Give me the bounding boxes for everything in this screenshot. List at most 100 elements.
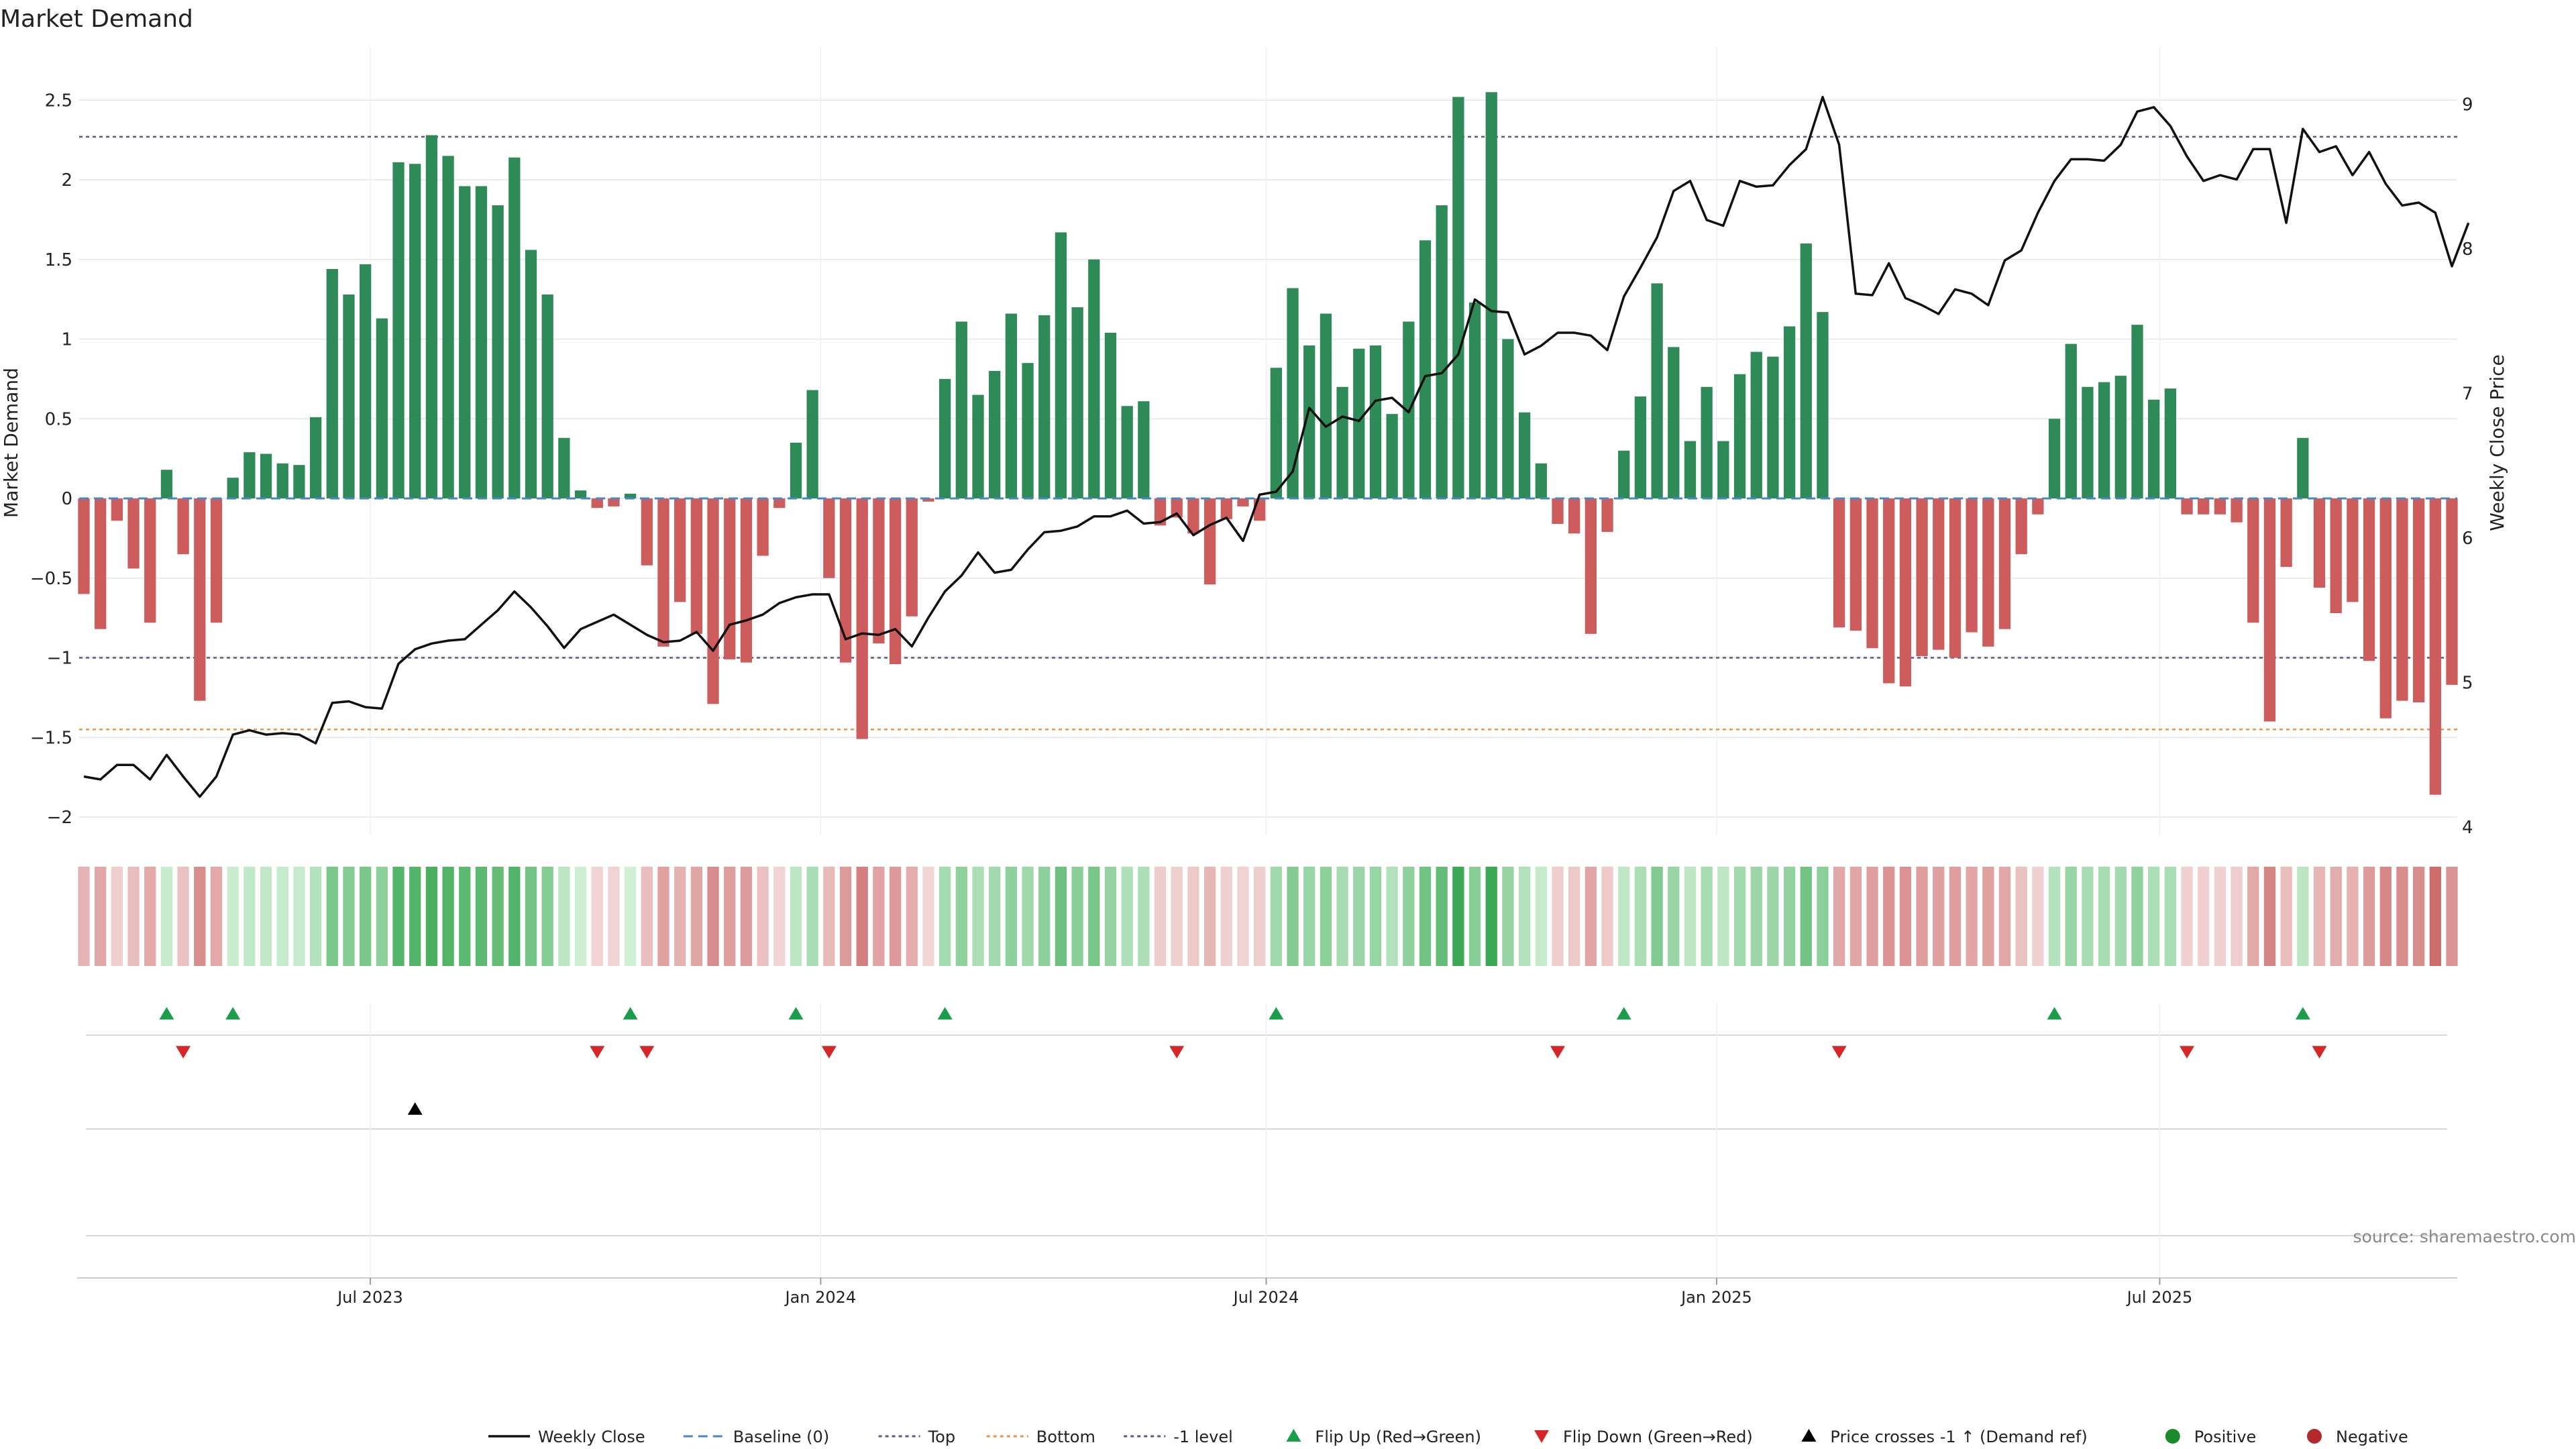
heat-cell (111, 867, 123, 966)
demand-bar (2297, 437, 2309, 498)
demand-bar (177, 498, 189, 555)
heat-cell (1618, 867, 1630, 966)
demand-bar (740, 498, 753, 663)
heat-cell (873, 867, 885, 966)
demand-bar (127, 498, 140, 569)
demand-bar (724, 498, 736, 659)
source-label: source: sharemaestro.com (2353, 1227, 2576, 1246)
x-tick-label: Jan 2025 (1680, 1288, 1752, 1307)
heat-cell (922, 867, 934, 966)
demand-bar (1585, 498, 1597, 634)
flip-down-marker (1831, 1046, 1847, 1059)
heat-cell (78, 867, 90, 966)
chart-title: Market Demand (0, 5, 193, 33)
demand-bar (1601, 498, 1613, 532)
heat-cell (1369, 867, 1382, 966)
demand-bar (1668, 347, 1680, 498)
heat-cell (1552, 867, 1564, 966)
legend-dot-swatch (2165, 1429, 2180, 1444)
heat-cell (1833, 867, 1845, 966)
heat-cell (276, 867, 288, 966)
heat-cell (1386, 867, 1398, 966)
flip-down-marker (590, 1046, 605, 1059)
demand-bar (309, 417, 322, 498)
heat-cell (1883, 867, 1895, 966)
demand-bar (2412, 498, 2425, 702)
demand-bar (1452, 97, 1464, 498)
heat-cell (1998, 867, 2011, 966)
demand-bars (78, 92, 2458, 795)
heat-cell (2114, 867, 2127, 966)
demand-bar (1849, 498, 1862, 631)
demand-bar (773, 498, 786, 508)
heat-cell (1419, 867, 1432, 966)
heat-cell (1800, 867, 1812, 966)
demand-bar (955, 321, 967, 498)
flip-up-marker (623, 1007, 638, 1020)
flip-up-marker (1616, 1007, 1631, 1020)
demand-bar (326, 269, 338, 498)
demand-bar (856, 498, 868, 739)
demand-bar (2148, 399, 2160, 498)
demand-bar (1634, 396, 1647, 498)
demand-bar (608, 498, 620, 506)
demand-bar (1270, 368, 1282, 498)
heat-cell (293, 867, 305, 966)
heat-cell (2297, 867, 2309, 966)
demand-bar (2048, 419, 2061, 498)
demand-bar (641, 498, 653, 566)
heat-cell (326, 867, 338, 966)
left-axis-ticks: −2 −1.5 −1 −0.5 0 0.5 1 1.5 2 2.5 (30, 91, 72, 828)
heat-cell (591, 867, 603, 966)
heat-cell (773, 867, 786, 966)
demand-bar (442, 156, 454, 498)
heat-cell (1485, 867, 1497, 966)
demand-bar (1055, 232, 1067, 498)
demand-bar (2131, 325, 2143, 498)
legend-label: Flip Up (Red→Green) (1315, 1428, 1481, 1446)
legend-dot-swatch (2307, 1429, 2322, 1444)
heat-cell (1568, 867, 1580, 966)
demand-bar (1618, 450, 1630, 498)
heat-cell (95, 867, 107, 966)
heat-cell (1220, 867, 1232, 966)
heat-cell (2396, 867, 2408, 966)
legend-label: Bottom (1036, 1428, 1095, 1446)
demand-bar (1088, 259, 1100, 498)
heat-cell (1287, 867, 1299, 966)
demand-bar (293, 465, 305, 498)
heat-cell (1668, 867, 1680, 966)
demand-bar (160, 470, 173, 498)
demand-bar (525, 250, 537, 498)
heat-cell (889, 867, 902, 966)
demand-bar (1833, 498, 1845, 628)
demand-bar (2032, 498, 2044, 515)
demand-bar (2446, 498, 2458, 685)
heat-cell (260, 867, 272, 966)
demand-bar (360, 264, 372, 498)
demand-bar (376, 318, 388, 498)
demand-bar (111, 498, 123, 521)
legend-label: Weekly Close (538, 1428, 645, 1446)
demand-bar (1121, 406, 1133, 498)
demand-bar (1966, 498, 1978, 633)
flip-up-marker (159, 1007, 174, 1020)
legend-item-negative: Negative (2307, 1428, 2408, 1446)
demand-bar (1933, 498, 1945, 650)
demand-bar (1998, 498, 2011, 629)
demand-bar (1684, 441, 1697, 498)
heat-cell (1535, 867, 1547, 966)
heat-cell (2214, 867, 2226, 966)
heat-cell (2263, 867, 2276, 966)
demand-bar (1783, 326, 1796, 498)
demand-bar (2363, 498, 2375, 661)
heat-cell (839, 867, 852, 966)
demand-bar (823, 498, 835, 578)
right-tick-label: 5 (2462, 674, 2473, 694)
flip-up-marker (1269, 1007, 1284, 1020)
demand-bar (194, 498, 206, 701)
heat-cell (127, 867, 140, 966)
heat-cell (1468, 867, 1481, 966)
heat-cell (690, 867, 702, 966)
flip-down-marker (2180, 1046, 2195, 1059)
